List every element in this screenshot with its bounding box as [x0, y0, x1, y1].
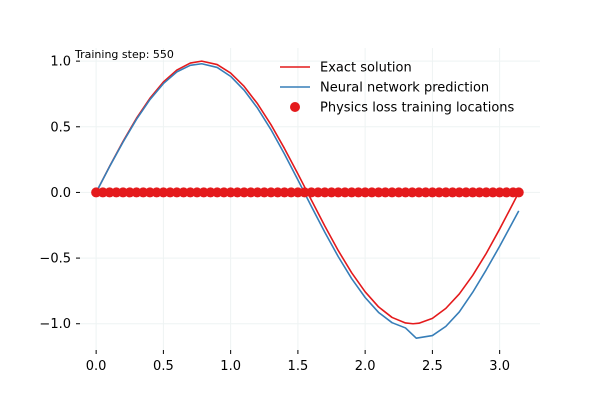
x-tick-label: 0.5: [153, 359, 174, 374]
legend: Exact solution Neural network prediction P…: [280, 61, 515, 116]
x-tick-label: 2.5: [422, 359, 443, 374]
x-tick-label: 1.5: [288, 359, 309, 374]
y-tick-label: −1.0: [39, 317, 71, 332]
legend-label-2: Physics loss training locations: [320, 101, 515, 116]
legend-label-1: Neural network prediction: [320, 81, 489, 96]
y-tick-label: 0.5: [50, 120, 71, 135]
training-point: [513, 187, 524, 198]
training-step-annotation: Training step: 550: [74, 48, 174, 61]
y-tick-label: 1.0: [50, 55, 71, 70]
series-line-0: [95, 60, 520, 325]
plot-area: [91, 60, 524, 339]
x-tick-label: 3.0: [489, 359, 510, 374]
x-tick-label: 2.0: [355, 359, 376, 374]
legend-label-0: Exact solution: [320, 61, 412, 76]
y-tick-label: 0.0: [50, 186, 71, 201]
y-tick-label: −0.5: [39, 252, 71, 267]
legend-swatch-2: [290, 102, 300, 112]
series-line-1: [95, 62, 520, 339]
x-tick-label: 0.0: [86, 359, 107, 374]
axis-ticks: 0.0 0.5 1.0 1.5 2.0 2.5 3.0 1.0 0.5 0.0 −0.5 −1.0: [39, 55, 510, 374]
x-tick-label: 1.0: [220, 359, 241, 374]
